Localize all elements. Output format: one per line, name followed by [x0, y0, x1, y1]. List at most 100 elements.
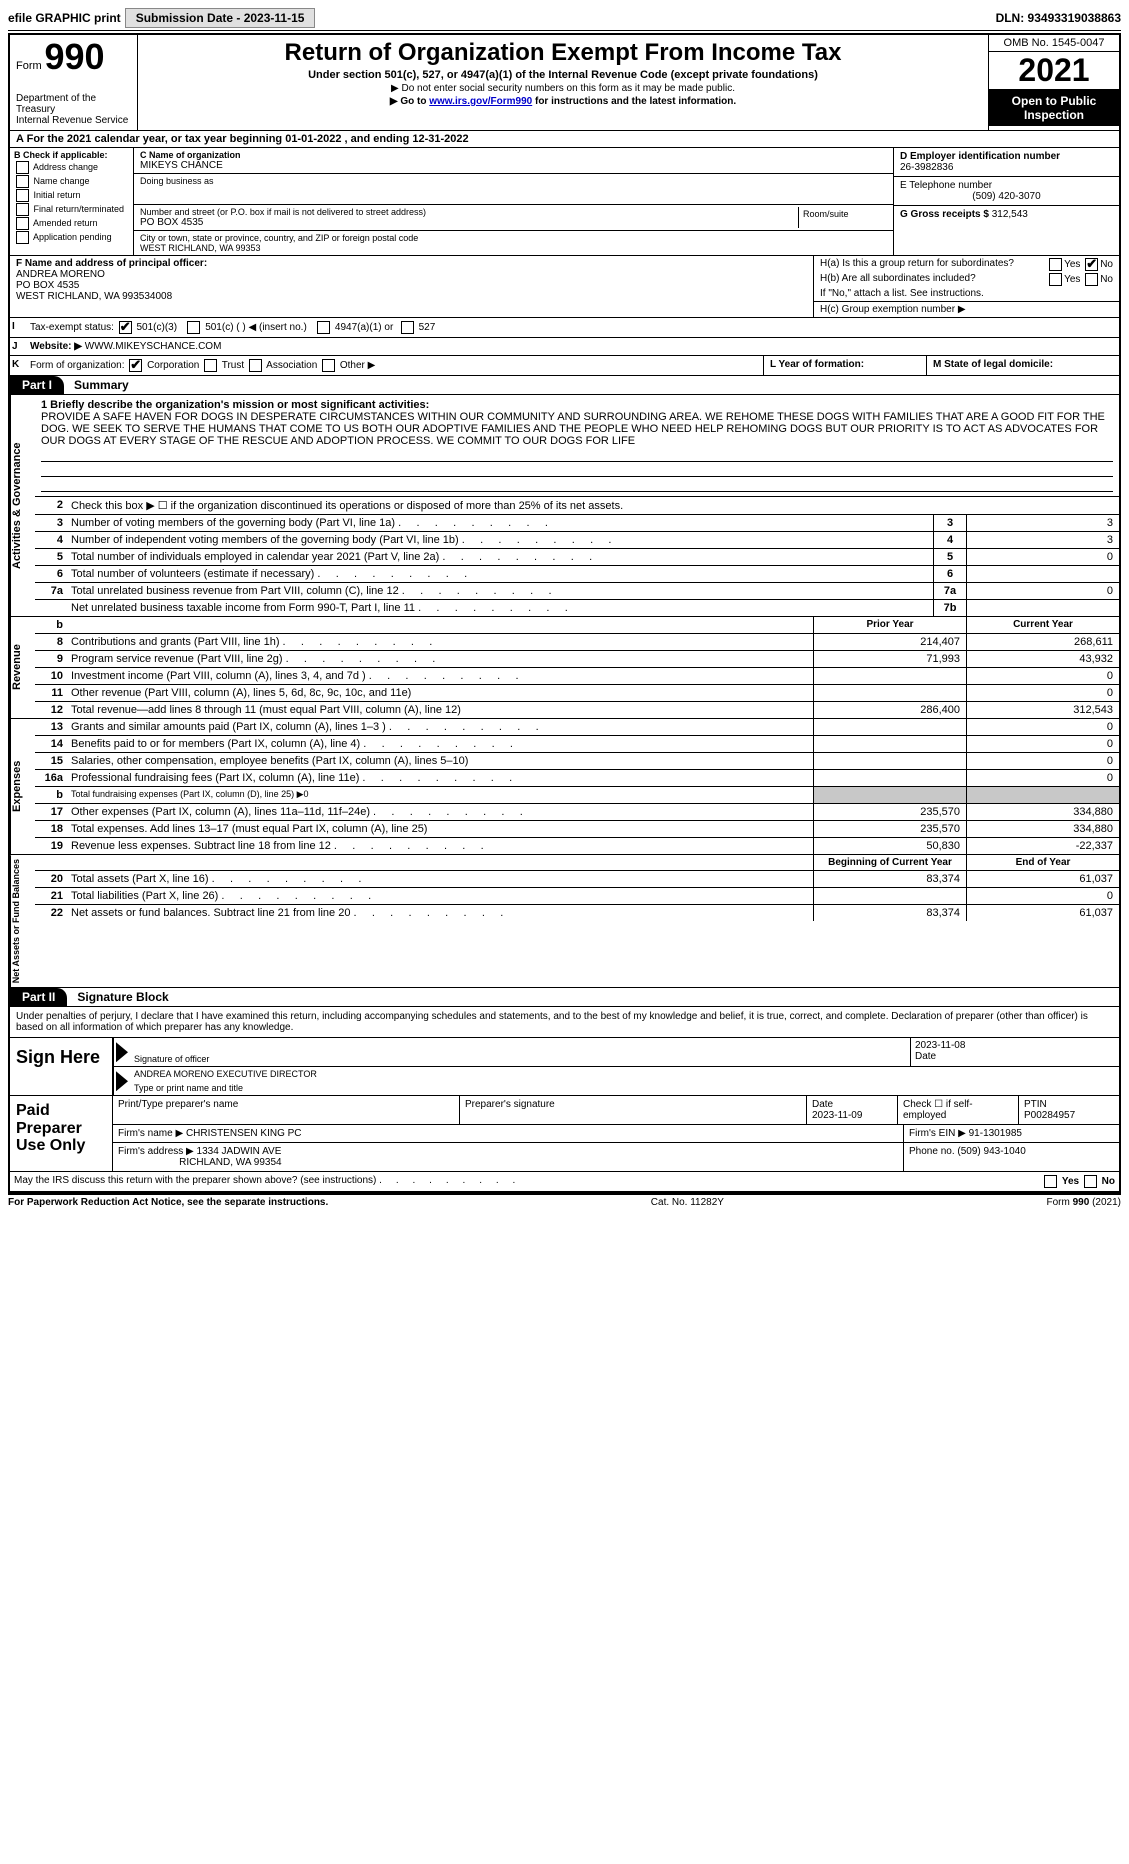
part-1-header: Part I Summary	[10, 375, 1119, 394]
line-3-text: Number of voting members of the governin…	[67, 515, 933, 531]
row-i: I Tax-exempt status: 501(c)(3) 501(c) ( …	[10, 317, 1119, 337]
sign-here-label: Sign Here	[10, 1038, 112, 1095]
website-value: WWW.MIKEYSCHANCE.COM	[85, 341, 222, 352]
section-fh: F Name and address of principal officer:…	[10, 255, 1119, 317]
lbl-no-2: No	[1100, 274, 1113, 285]
line-19-prior: 50,830	[813, 838, 966, 854]
row-j-text: Website: ▶	[30, 341, 82, 352]
phone-label: E Telephone number	[900, 180, 1113, 191]
firm-ein-value: 91-1301985	[969, 1128, 1022, 1139]
header-center: Return of Organization Exempt From Incom…	[138, 35, 988, 130]
line-7a-val: 0	[967, 583, 1119, 599]
mission-box: 1 Briefly describe the organization's mi…	[35, 395, 1119, 496]
line-21-prior	[813, 888, 966, 904]
line-12-curr: 312,543	[966, 702, 1119, 718]
chk-527[interactable]	[401, 321, 414, 334]
line-12-prior: 286,400	[813, 702, 966, 718]
chk-other[interactable]	[322, 359, 335, 372]
chk-discuss-no[interactable]	[1084, 1175, 1097, 1188]
header-left: Form 990 Department of the Treasury Inte…	[10, 35, 138, 130]
net-assets-block: Net Assets or Fund Balances Beginning of…	[10, 854, 1119, 987]
ein-label: D Employer identification number	[900, 151, 1113, 162]
chk-501c[interactable]	[187, 321, 200, 334]
lbl-trust: Trust	[222, 360, 244, 371]
chk-corp[interactable]	[129, 359, 142, 372]
header-right: OMB No. 1545-0047 2021 Open to Public In…	[988, 35, 1119, 130]
chk-hb-no[interactable]	[1085, 273, 1098, 286]
prep-name-label: Print/Type preparer's name	[118, 1099, 238, 1110]
line-21-curr: 0	[966, 888, 1119, 904]
line-7b-key: 7b	[933, 600, 967, 616]
line-6-key: 6	[933, 566, 967, 582]
chk-application-pending[interactable]	[16, 231, 29, 244]
dba-label: Doing business as	[140, 176, 887, 186]
suite-label: Room/suite	[799, 207, 887, 228]
chk-initial-return[interactable]	[16, 189, 29, 202]
line-11-curr: 0	[966, 685, 1119, 701]
chk-name-change[interactable]	[16, 175, 29, 188]
line-3-val: 3	[967, 515, 1119, 531]
hb-note: If "No," attach a list. See instructions…	[814, 286, 1119, 301]
lbl-yes-3: Yes	[1062, 1176, 1079, 1187]
prep-date-value: 2023-11-09	[812, 1110, 862, 1121]
line-7a-text: Total unrelated business revenue from Pa…	[67, 583, 933, 599]
arrow-icon-2	[116, 1071, 128, 1091]
lbl-application-pending: Application pending	[33, 232, 112, 242]
sig-officer-label: Signature of officer	[134, 1054, 906, 1064]
line-14-curr: 0	[966, 736, 1119, 752]
form-header: Form 990 Department of the Treasury Inte…	[10, 35, 1119, 130]
org-name: MIKEYS CHANCE	[140, 160, 887, 171]
line-16b-curr	[966, 787, 1119, 803]
irs-link[interactable]: www.irs.gov/Form990	[429, 96, 532, 107]
row-j: J Website: ▶ WWW.MIKEYSCHANCE.COM	[10, 337, 1119, 355]
chk-hb-yes[interactable]	[1049, 273, 1062, 286]
submission-date-button[interactable]: Submission Date - 2023-11-15	[125, 8, 316, 28]
chk-ha-yes[interactable]	[1049, 258, 1062, 271]
officer-label: F Name and address of principal officer:	[16, 258, 807, 269]
chk-trust[interactable]	[204, 359, 217, 372]
line-16b-text: Total fundraising expenses (Part IX, col…	[67, 787, 813, 803]
lbl-assoc: Association	[266, 360, 317, 371]
officer-addr1: PO BOX 4535	[16, 280, 807, 291]
net-head-curr: End of Year	[966, 855, 1119, 870]
line-8-text: Contributions and grants (Part VIII, lin…	[67, 634, 813, 650]
part-1-tab: Part I	[10, 376, 64, 394]
penalty-text: Under penalties of perjury, I declare th…	[10, 1006, 1119, 1037]
lbl-yes: Yes	[1064, 259, 1080, 270]
officer-printed-name: ANDREA MORENO EXECUTIVE DIRECTOR	[134, 1069, 1115, 1083]
phone-value: (509) 420-3070	[900, 191, 1113, 202]
lbl-501c3: 501(c)(3)	[136, 322, 177, 333]
chk-ha-no[interactable]	[1085, 258, 1098, 271]
lbl-address-change: Address change	[33, 162, 98, 172]
side-label-rev: Revenue	[10, 617, 35, 718]
sig-date-label: Date	[915, 1051, 1115, 1062]
prep-sig-label: Preparer's signature	[465, 1099, 555, 1110]
open-public-label: Open to Public Inspection	[989, 90, 1119, 126]
prep-date-label: Date	[812, 1099, 833, 1110]
preparer-block: Paid Preparer Use Only Print/Type prepar…	[10, 1095, 1119, 1171]
line-16b-prior	[813, 787, 966, 803]
form-number: 990	[44, 36, 104, 77]
officer-addr2: WEST RICHLAND, WA 993534008	[16, 291, 807, 302]
line-13-curr: 0	[966, 719, 1119, 735]
chk-discuss-yes[interactable]	[1044, 1175, 1057, 1188]
line-9-text: Program service revenue (Part VIII, line…	[67, 651, 813, 667]
line-6-text: Total number of volunteers (estimate if …	[67, 566, 933, 582]
col-h: H(a) Is this a group return for subordin…	[813, 256, 1119, 317]
cat-no: Cat. No. 11282Y	[651, 1197, 724, 1208]
chk-amended-return[interactable]	[16, 217, 29, 230]
chk-4947[interactable]	[317, 321, 330, 334]
chk-final-return[interactable]	[16, 203, 29, 216]
activities-governance-block: Activities & Governance 1 Briefly descri…	[10, 394, 1119, 616]
chk-address-change[interactable]	[16, 161, 29, 174]
line-3-key: 3	[933, 515, 967, 531]
chk-501c3[interactable]	[119, 321, 132, 334]
row-i-text: Tax-exempt status:	[30, 322, 114, 333]
line-17-curr: 334,880	[966, 804, 1119, 820]
form-frame: Form 990 Department of the Treasury Inte…	[8, 33, 1121, 1193]
discuss-line: May the IRS discuss this return with the…	[10, 1171, 1119, 1191]
chk-assoc[interactable]	[249, 359, 262, 372]
irs-label: Internal Revenue Service	[16, 115, 131, 126]
line-8-curr: 268,611	[966, 634, 1119, 650]
mission-label: 1 Briefly describe the organization's mi…	[41, 399, 1113, 411]
